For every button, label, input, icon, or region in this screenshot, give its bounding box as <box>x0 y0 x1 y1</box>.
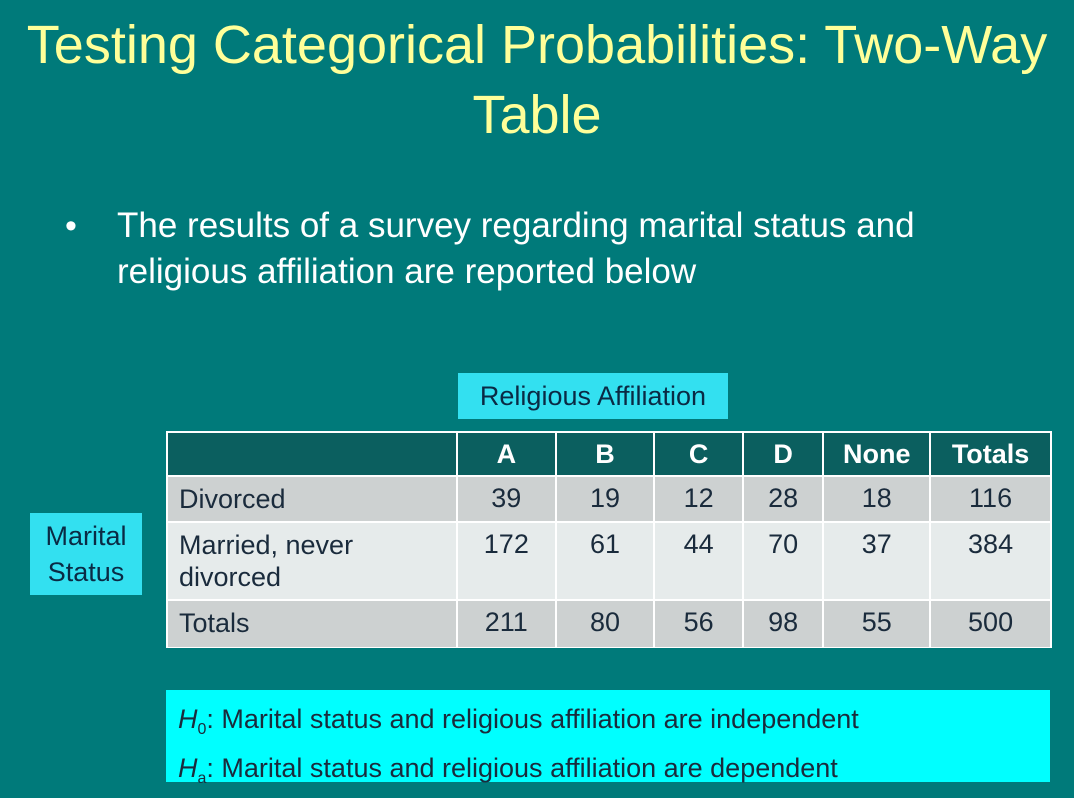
table-header-cell: Totals <box>931 433 1050 475</box>
table-cell: 500 <box>931 601 1050 647</box>
alternative-hypothesis-text: : Marital status and religious affiliati… <box>206 753 838 783</box>
table-header-cell: A <box>457 433 555 475</box>
row-axis-label: Marital Status <box>30 513 142 595</box>
table-cell: 12 <box>655 477 742 521</box>
null-hypothesis-text: : Marital status and religious affiliati… <box>206 704 859 734</box>
table-cell: 18 <box>824 477 930 521</box>
table-cell: 28 <box>743 477 823 521</box>
table-cell: 172 <box>457 523 555 599</box>
hypotheses-box: H0: Marital status and religious affilia… <box>166 690 1050 787</box>
table-cell: 80 <box>556 601 654 647</box>
table-cell: 44 <box>655 523 742 599</box>
row-label: Married, never divorced <box>168 523 456 599</box>
table-header-cell: None <box>824 433 930 475</box>
table-cell: 70 <box>743 523 823 599</box>
null-hypothesis-symbol: H <box>178 704 198 734</box>
table-cell: 384 <box>931 523 1050 599</box>
table-cell: 211 <box>457 601 555 647</box>
table-header-cell-blank <box>168 433 456 475</box>
table-cell: 116 <box>931 477 1050 521</box>
null-hypothesis: H0: Marital status and religious affilia… <box>178 700 1050 749</box>
table-cell: 98 <box>743 601 823 647</box>
table-cell: 56 <box>655 601 742 647</box>
table-header-cell: D <box>743 433 823 475</box>
contingency-table: A B C D None Totals Divorced 39 19 12 28… <box>166 431 1052 649</box>
table-header-row: A B C D None Totals <box>168 433 1050 475</box>
alternative-hypothesis: Ha: Marital status and religious affilia… <box>178 749 1050 798</box>
table-row: Married, never divorced 172 61 44 70 37 … <box>168 523 1050 599</box>
null-hypothesis-subscript: 0 <box>197 721 207 738</box>
bullet-dot-icon: • <box>65 207 77 245</box>
row-label: Divorced <box>168 477 456 521</box>
table-row: Divorced 39 19 12 28 18 116 <box>168 477 1050 521</box>
slide-title: Testing Categorical Probabilities: Two-W… <box>26 15 1048 145</box>
alternative-hypothesis-symbol: H <box>178 753 198 783</box>
table-cell: 55 <box>824 601 930 647</box>
table-header-cell: C <box>655 433 742 475</box>
bullet-text: The results of a survey regarding marita… <box>117 206 915 291</box>
two-way-table: A B C D None Totals Divorced 39 19 12 28… <box>166 431 1052 648</box>
table-cell: 39 <box>457 477 555 521</box>
row-label: Totals <box>168 601 456 647</box>
table-cell: 19 <box>556 477 654 521</box>
table-row: Totals 211 80 56 98 55 500 <box>168 601 1050 647</box>
column-axis-label: Religious Affiliation <box>458 373 728 419</box>
table-cell: 37 <box>824 523 930 599</box>
table-cell: 61 <box>556 523 654 599</box>
alternative-hypothesis-subscript: a <box>197 770 207 787</box>
table-header-cell: B <box>556 433 654 475</box>
